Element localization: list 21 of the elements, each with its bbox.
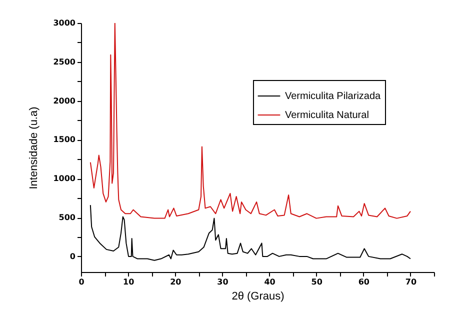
y-tick-label: 2000 — [53, 96, 76, 106]
y-tick-label: 1000 — [53, 174, 76, 184]
legend-label: Vermiculita Pilarizada — [285, 91, 382, 102]
x-tick-label: 10 — [122, 278, 135, 286]
y-tick-label: 0 — [70, 252, 76, 261]
x-tick-label: 40 — [264, 278, 276, 286]
x-tick-label: 50 — [311, 278, 323, 286]
line-series — [90, 204, 411, 261]
x-tick-label: 30 — [217, 278, 229, 286]
y-tick-label: 2500 — [53, 57, 76, 66]
y-tick-label: 500 — [58, 213, 76, 222]
x-axis-title: 2θ (Graus) — [232, 290, 284, 302]
legend-label: Vermiculita Natural — [285, 110, 369, 121]
y-tick-label: 1500 — [53, 135, 76, 144]
y-axis-title: Intensidade (u.a) — [28, 106, 40, 190]
x-tick-label: 60 — [358, 278, 370, 286]
y-tick-label: 3000 — [53, 18, 76, 28]
line-series — [90, 23, 411, 219]
x-tick-label: 20 — [170, 278, 182, 286]
x-tick-label: 70 — [405, 278, 417, 286]
x-tick-label: 0 — [78, 278, 85, 286]
